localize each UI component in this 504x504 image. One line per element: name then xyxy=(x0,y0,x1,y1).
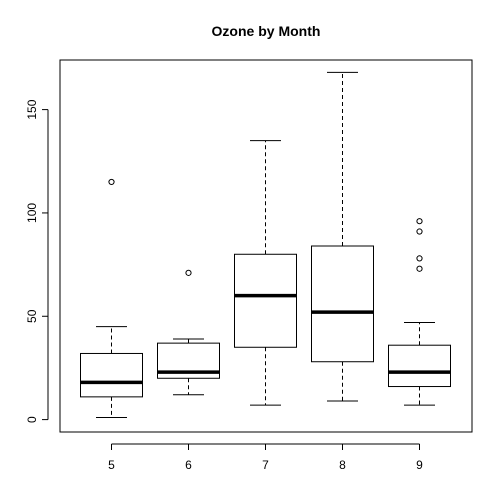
box-month-9 xyxy=(388,218,451,406)
iqr-box xyxy=(311,245,374,363)
x-tick-label: 5 xyxy=(108,458,115,472)
plot-frame xyxy=(59,59,473,433)
x-axis: 5 6 7 8 9 xyxy=(108,443,423,472)
outlier-point xyxy=(416,228,423,235)
x-tick-label: 7 xyxy=(262,458,269,472)
y-tick-label: 150 xyxy=(25,99,39,119)
outlier-point xyxy=(185,269,192,276)
y-tick-label: 50 xyxy=(25,309,39,323)
iqr-box xyxy=(388,344,451,388)
x-tick-label: 6 xyxy=(185,458,192,472)
box-month-5 xyxy=(80,178,143,419)
y-tick-label: 0 xyxy=(25,416,39,423)
outlier-point xyxy=(416,265,423,272)
chart-title: Ozone by Month xyxy=(212,23,321,39)
box-month-6 xyxy=(157,269,220,396)
box-series xyxy=(80,71,451,419)
outlier-point xyxy=(416,218,423,225)
iqr-box xyxy=(234,253,297,348)
box-month-7 xyxy=(234,140,297,406)
box-month-8 xyxy=(311,71,374,402)
y-axis: 0 50 100 150 xyxy=(25,99,49,423)
y-tick-label: 100 xyxy=(25,203,39,223)
x-tick-label: 8 xyxy=(339,458,346,472)
outlier-point xyxy=(416,255,423,262)
outlier-point xyxy=(108,178,115,186)
iqr-box xyxy=(80,352,143,398)
x-tick-label: 9 xyxy=(416,458,423,472)
